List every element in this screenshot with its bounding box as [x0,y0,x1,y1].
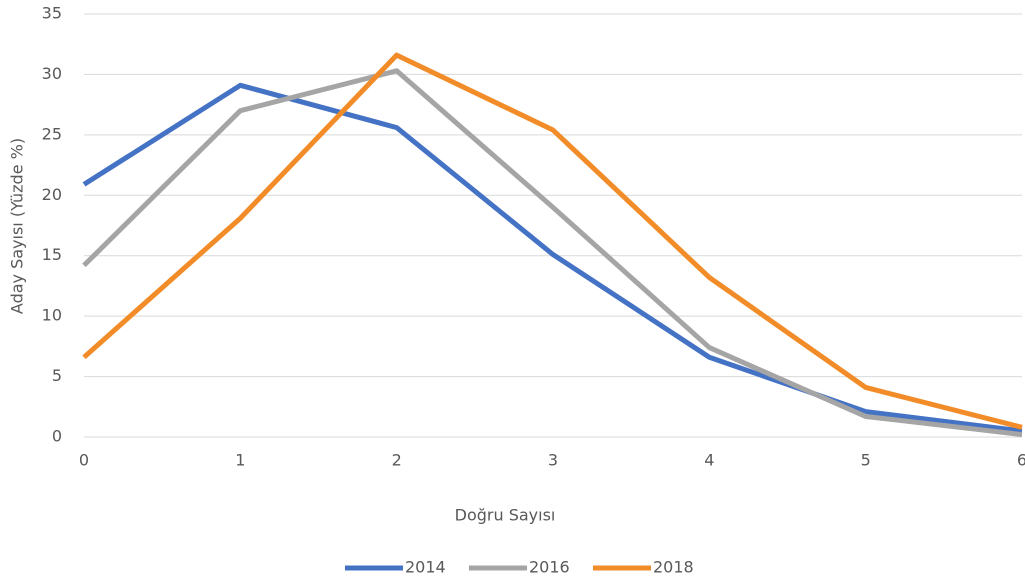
x-tick-label: 1 [235,451,245,470]
x-axis-label: Doğru Sayısı [455,506,556,525]
series-line [82,52,1023,430]
y-tick-label: 20 [42,185,62,204]
y-tick-label: 25 [42,124,62,143]
y-tick-label: 0 [52,427,62,446]
y-tick-label: 10 [42,306,62,325]
y-tick-label: 5 [52,366,62,385]
y-tick-label: 30 [42,64,62,83]
series-line [82,82,1023,434]
x-tick-label: 3 [548,451,558,470]
legend-label: 2014 [405,558,446,577]
legend-label: 2016 [529,558,570,577]
y-axis-label: Aday Sayısı (Yüzde %) [8,138,27,314]
y-tick-label: 35 [42,4,62,23]
x-tick-label: 4 [704,451,714,470]
x-tick-label: 6 [1017,451,1025,470]
y-tick-label: 15 [42,245,62,264]
x-tick-label: 0 [79,451,89,470]
series-line [82,68,1023,438]
x-tick-label: 2 [392,451,402,470]
x-tick-label: 5 [861,451,871,470]
legend-label: 2018 [653,558,694,577]
